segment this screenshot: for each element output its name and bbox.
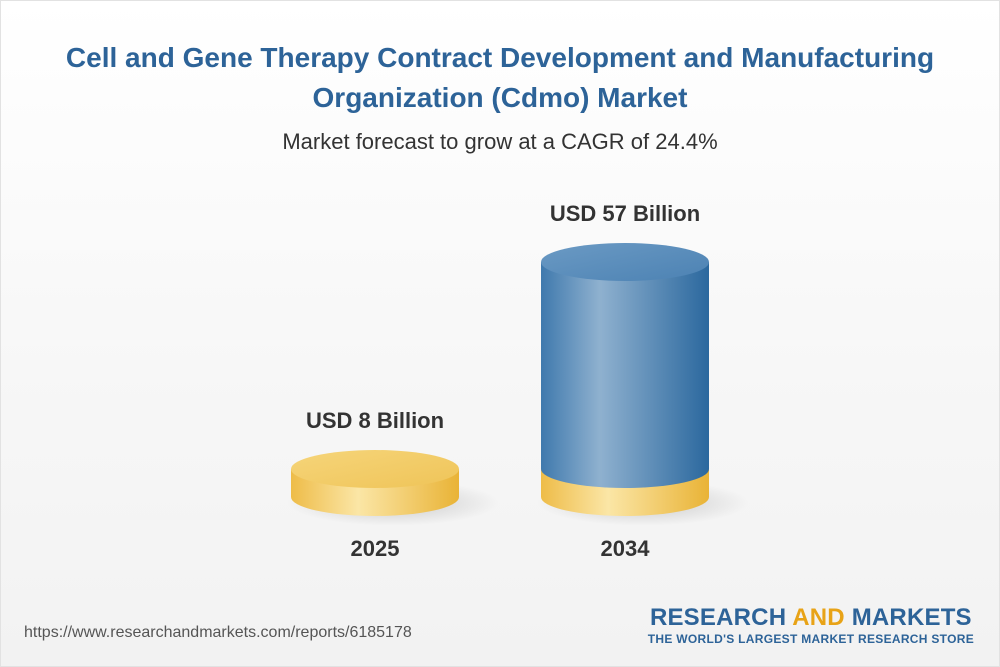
brand-logo: RESEARCH AND MARKETS THE WORLD'S LARGEST… [648, 604, 974, 646]
chart-subtitle: Market forecast to grow at a CAGR of 24.… [282, 129, 718, 154]
data-label: USD 57 Billion [550, 201, 700, 226]
bar-2025 [287, 450, 499, 526]
brand-tagline: THE WORLD'S LARGEST MARKET RESEARCH STOR… [647, 632, 974, 646]
bar-growth-segment [541, 262, 709, 488]
brand-wordmark: RESEARCH AND MARKETS [649, 604, 972, 631]
source-url: https://www.researchandmarkets.com/repor… [24, 624, 412, 641]
bar-top-cap [541, 243, 709, 281]
x-tick-label: 2025 [351, 536, 400, 561]
x-tick-label: 2034 [601, 536, 651, 561]
bar-top-cap [291, 450, 459, 488]
bar-2034 [537, 243, 749, 526]
data-label: USD 8 Billion [306, 408, 444, 433]
chart-title: Cell and Gene Therapy Contract Developme… [65, 42, 935, 113]
